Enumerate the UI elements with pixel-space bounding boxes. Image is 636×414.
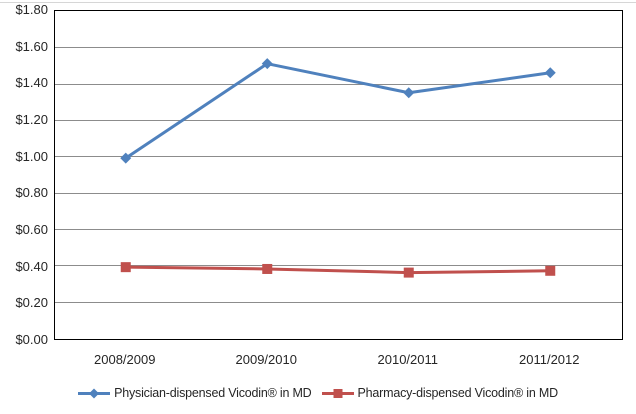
series-0-marker [261, 58, 273, 70]
series-1-marker [262, 263, 273, 274]
y-axis-tick-label: $0.20 [15, 295, 48, 311]
legend-item: Pharmacy-dispensed Vicodin® in MD [321, 386, 559, 400]
legend-marker-sample [89, 388, 100, 398]
x-axis-tick-label: 2009/2010 [235, 352, 297, 367]
y-axis-tick-label: $0.60 [15, 222, 48, 237]
plot-area [54, 10, 623, 340]
y-axis-tick-label: $1.20 [15, 112, 48, 127]
series-1-marker [120, 262, 131, 273]
x-axis-tick-label: 2010/2011 [377, 352, 439, 367]
y-axis-tick-label: $0.40 [15, 258, 48, 274]
gridline [55, 301, 622, 303]
gridline [55, 47, 622, 49]
legend-item: Physician-dispensed Vicodin® in MD [78, 386, 312, 400]
gridline [55, 156, 622, 158]
legend-label: Physician-dispensed Vicodin® in MD [114, 386, 312, 400]
y-axis-tick-label: $0.80 [15, 185, 48, 201]
y-axis-tick-label: $1.00 [15, 148, 48, 164]
series-0-marker [544, 67, 556, 79]
y-axis: $1.80 $1.60 $1.40 $1.20 $1.00 $0.80 $0.60 $0.40… [0, 0, 48, 350]
gridline [55, 83, 622, 85]
series-1-marker [403, 267, 414, 278]
legend-square-marker-icon [321, 388, 354, 398]
y-axis-tick-label: $1.80 [15, 2, 48, 17]
y-axis-tick-label: $1.60 [15, 38, 48, 54]
legend-diamond-marker-icon [78, 388, 111, 398]
series-0-marker [403, 87, 415, 99]
x-axis-tick-label: 2011/2012 [519, 352, 580, 367]
series-0-marker [120, 152, 132, 164]
legend-label: Pharmacy-dispensed Vicodin® in MD [357, 386, 559, 400]
legend: Physician-dispensed Vicodin® in MD Pharma… [0, 383, 636, 403]
series-1-line [124, 265, 552, 275]
series-plot [120, 58, 556, 278]
x-axis-tick-label: 2008/2009 [94, 352, 156, 367]
x-axis: 2008/2009 2009/2010 2010/2011 2011/2012 [0, 351, 636, 369]
gridline [55, 192, 622, 194]
legend-marker-sample [333, 388, 343, 398]
series-1-marker [545, 265, 556, 276]
gridline [55, 120, 622, 121]
gridline [55, 265, 622, 267]
series-0-line [124, 62, 552, 160]
y-axis-tick-label: $1.40 [15, 75, 48, 91]
gridline [55, 229, 622, 230]
chart-area-top-border [0, 2, 636, 3]
y-axis-tick-label: $0.00 [15, 332, 48, 347]
